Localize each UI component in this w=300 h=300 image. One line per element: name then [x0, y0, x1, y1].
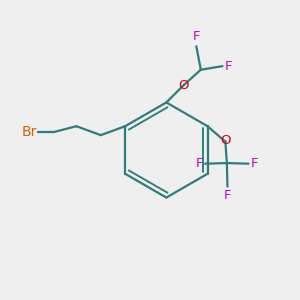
Text: F: F [250, 157, 258, 170]
Text: F: F [196, 157, 203, 170]
Text: F: F [225, 60, 233, 73]
Text: Br: Br [22, 125, 37, 139]
Text: F: F [193, 30, 200, 43]
Text: O: O [220, 134, 231, 147]
Text: F: F [224, 189, 231, 202]
Text: O: O [178, 79, 189, 92]
